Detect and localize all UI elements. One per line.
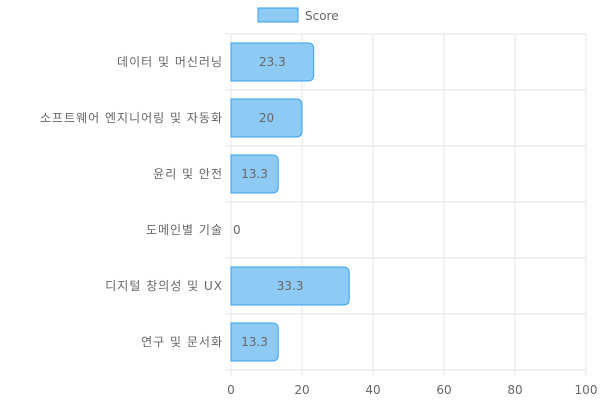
- bar: [230, 98, 303, 138]
- grid: [225, 33, 587, 376]
- legend[interactable]: Score: [257, 7, 339, 23]
- category-label: 데이터 및 머신러닝: [117, 55, 223, 69]
- bar: [230, 322, 279, 362]
- x-tick-label: 60: [436, 383, 451, 397]
- category-label: 도메인별 기술: [146, 223, 223, 237]
- data-label: 33.3: [277, 279, 304, 293]
- bars: 23.3 20 13.3 0 33.3 13.3: [230, 42, 350, 362]
- x-tick-label: 40: [365, 383, 380, 397]
- category-label: 윤리 및 안전: [153, 167, 223, 181]
- data-label: 13.3: [241, 167, 268, 181]
- category-label: 디지털 창의성 및 UX: [105, 279, 223, 293]
- x-tick-label: 80: [507, 383, 522, 397]
- x-tick-label: 20: [294, 383, 309, 397]
- data-label: 13.3: [241, 335, 268, 349]
- legend-label[interactable]: Score: [305, 9, 339, 23]
- category-label: 소프트웨어 엔지니어링 및 자동화: [40, 111, 223, 125]
- data-label: 20: [259, 111, 274, 125]
- x-tick-label: 100: [575, 383, 598, 397]
- data-label: 23.3: [259, 55, 286, 69]
- legend-swatch[interactable]: [257, 7, 299, 23]
- data-label: 0: [233, 223, 241, 237]
- x-tick-labels: 0 20 40 60 80 100: [227, 383, 597, 397]
- bar: [230, 154, 279, 194]
- category-label: 연구 및 문서화: [141, 335, 223, 349]
- bar: [230, 266, 350, 306]
- bar: [230, 42, 315, 82]
- x-tick-label: 0: [227, 383, 235, 397]
